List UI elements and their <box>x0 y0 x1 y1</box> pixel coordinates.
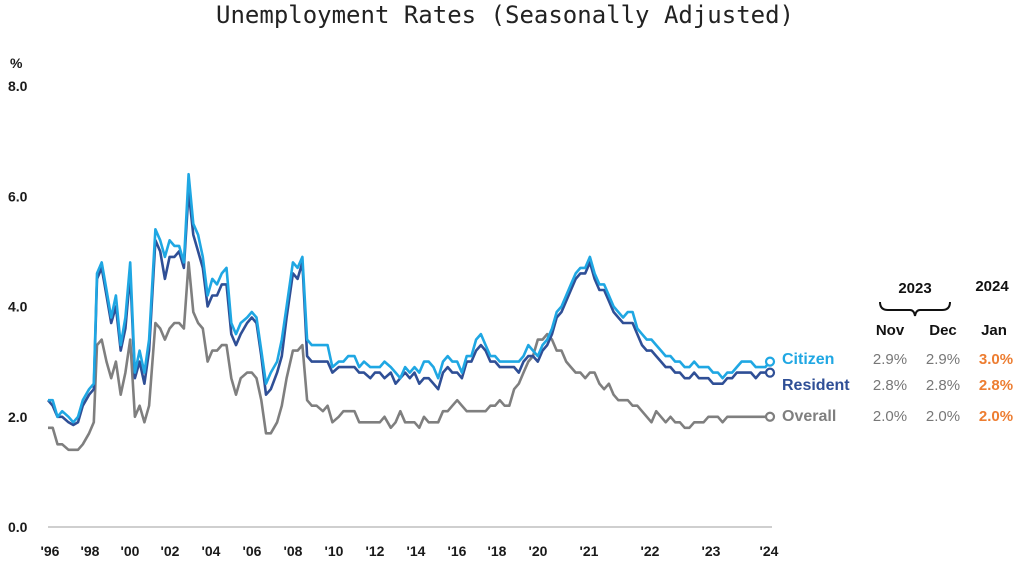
series-label-citizen: Citizen <box>782 351 834 368</box>
panel-month-dec: Dec <box>929 322 957 339</box>
y-axis-unit: % <box>10 55 23 71</box>
x-tick-label: '24 <box>760 543 779 559</box>
x-tick-label: '08 <box>284 543 303 559</box>
panel-month-jan: Jan <box>981 322 1007 339</box>
x-axis-ticks: '96 '98 '00 '02 '04 '06 '08 '10 '12 '14 '16 '18 '20 '… <box>41 543 779 559</box>
series-labels: Citizen Resident Overall <box>782 351 850 425</box>
panel-value-overall: 2.0% <box>926 408 960 425</box>
y-tick-label: 6.0 <box>8 188 28 204</box>
y-tick-label: 4.0 <box>8 299 28 315</box>
panel-value-citizen: 2.9% <box>926 351 960 368</box>
x-tick-label: '96 <box>41 543 60 559</box>
y-axis-ticks: 0.0 2.0 4.0 6.0 8.0 <box>8 78 28 535</box>
panel-value-overall: 2.0% <box>873 408 907 425</box>
panel-value-overall: 2.0% <box>979 408 1013 425</box>
panel-value-resident: 2.8% <box>979 377 1013 394</box>
series-line-citizen <box>48 172 771 424</box>
series-end-markers <box>764 356 776 422</box>
end-marker-citizen <box>764 356 776 367</box>
series-label-resident: Resident <box>782 377 850 394</box>
x-tick-label: '02 <box>161 543 180 559</box>
y-tick-label: 2.0 <box>8 409 28 425</box>
end-marker-overall <box>764 411 776 422</box>
x-tick-label: '12 <box>366 543 385 559</box>
panel-month-nov: Nov <box>876 322 905 339</box>
panel-value-citizen: 2.9% <box>873 351 907 368</box>
x-tick-label: '20 <box>529 543 548 559</box>
x-tick-label: '10 <box>325 543 344 559</box>
x-tick-label: '22 <box>641 543 660 559</box>
x-tick-label: '14 <box>407 543 426 559</box>
y-tick-label: 8.0 <box>8 78 28 94</box>
series-line-resident <box>47 189 770 427</box>
year-brace <box>879 301 951 317</box>
x-tick-label: '98 <box>81 543 100 559</box>
x-tick-label: '00 <box>121 543 140 559</box>
x-tick-label: '23 <box>702 543 721 559</box>
panel-value-resident: 2.8% <box>926 377 960 394</box>
x-tick-label: '21 <box>580 543 599 559</box>
x-tick-label: '04 <box>202 543 221 559</box>
series-line-overall <box>48 261 770 452</box>
panel-year-2023: 2023 <box>898 280 931 297</box>
x-tick-label: '18 <box>488 543 507 559</box>
y-tick-label: 0.0 <box>8 519 28 535</box>
chart-title: Unemployment Rates (Seasonally Adjusted) <box>216 1 794 29</box>
panel-year-2024: 2024 <box>975 278 1009 295</box>
summary-panel: 2023 2024 Nov Dec Jan 2.9% 2.9% 3.0% 2.8% 2.8% 2.8… <box>873 278 1013 425</box>
panel-value-citizen: 3.0% <box>979 351 1013 368</box>
series-label-overall: Overall <box>782 408 836 425</box>
x-tick-label: '06 <box>243 543 262 559</box>
panel-value-resident: 2.8% <box>873 377 907 394</box>
x-tick-label: '16 <box>448 543 467 559</box>
end-marker-resident <box>764 367 776 378</box>
series-lines <box>47 172 771 452</box>
